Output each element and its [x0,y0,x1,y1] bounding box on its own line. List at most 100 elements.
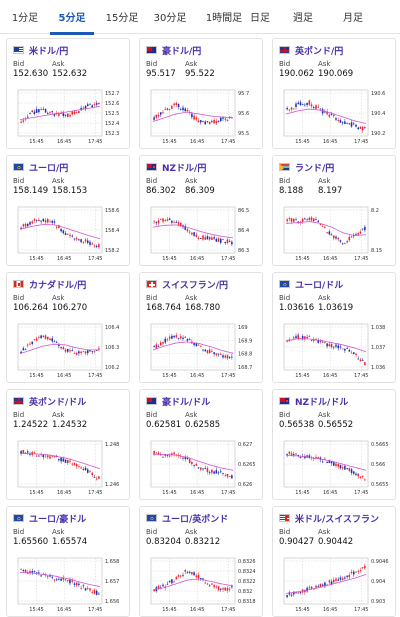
candle-body [157,220,160,224]
x-tick-label: 15:45 [295,139,309,145]
bid-label: Bid [279,60,291,68]
tab-4[interactable]: 1時間足 [196,0,252,34]
bid-value: 0.62581 [146,420,182,430]
rate-card[interactable]: 豪ドル/ドル Bid Ask 0.62581 0.62585 0.627 0.6265 0.6… [139,389,263,500]
mini-chart[interactable]: 0.627 0.6265 0.626 15:45 16:45 17:45 [147,439,259,497]
candle-body [308,455,311,458]
candle-body [162,112,164,114]
y-tick-label: 152.3 [105,131,119,137]
currency-pair-link[interactable]: ユーロ/豪ドル [29,514,87,525]
mini-chart[interactable]: 1.248 1.246 15:45 16:45 17:45 [14,439,126,497]
card-header: ユーロ/円 [13,161,69,174]
candlestick-chart: 0.5665 0.566 0.5655 15:45 16:45 17:45 [283,440,389,496]
rate-card[interactable]: 英ポンド/円 Bid Ask 190.062 190.069 190.6 190.4 190.… [272,38,396,149]
mini-chart[interactable]: 8.2 8.15 15:45 16:45 17:45 [280,205,392,263]
candle-body [93,350,96,352]
tab-1[interactable]: 5分足 [50,0,94,35]
currency-pair-link[interactable]: NZドル/円 [162,163,207,174]
candle-body [171,335,173,339]
y-tick-label: 190.4 [371,111,385,117]
rate-card[interactable]: 英ポンド/ドル Bid Ask 1.24522 1.24532 1.248 1.246 15:… [6,389,130,500]
currency-pair-link[interactable]: 豪ドル/円 [162,46,202,57]
rate-card[interactable]: ランド/円 Bid Ask 8.188 8.197 8.2 8.15 15:45 16:45 17… [272,155,396,266]
ask-value: 158.153 [52,186,88,196]
candle-body [188,571,191,573]
mini-chart[interactable]: 0.5665 0.566 0.5655 15:45 16:45 17:45 [280,439,392,497]
currency-pair-link[interactable]: 米ドル/円 [29,46,69,57]
rate-card[interactable]: 米ドル/円 Bid Ask 152.630 152.632 152.7 152.6 152.5… [6,38,130,149]
rate-card[interactable]: NZドル/円 Bid Ask 86.302 86.309 86.5 86.4 86.3 15:4… [139,155,263,266]
candle-body [95,103,98,105]
candle-body [69,460,71,462]
card-header: 米ドル/円 [13,44,69,57]
currency-flag-icon [13,163,24,171]
tab-6[interactable]: 週足 [280,0,326,34]
currency-pair-link[interactable]: ユーロ/ドル [295,280,344,291]
candle-body [177,338,180,340]
tab-3[interactable]: 30分足 [148,0,192,34]
mini-chart[interactable]: 1.658 1.657 1.656 15:45 16:45 17:45 [14,556,126,614]
mini-chart[interactable]: 95.7 95.6 95.5 15:45 16:45 17:45 [147,88,259,146]
candle-body [297,102,299,104]
ask-value: 0.56552 [318,420,354,430]
moving-average-line [285,455,367,471]
candle-body [299,457,302,458]
currency-pair-link[interactable]: 英ポンド/円 [295,46,344,57]
candle-body [197,237,200,239]
moving-average-line [20,453,101,470]
rate-card[interactable]: ユーロ/英ポンド Bid Ask 0.83204 0.83212 0.8326 0.8324… [139,506,263,617]
rate-card[interactable]: ユーロ/豪ドル Bid Ask 1.65560 1.65574 1.658 1.657 1.6… [6,506,130,617]
mini-chart[interactable]: 106.4 106.3 106.2 15:45 16:45 17:45 [14,322,126,380]
mini-chart[interactable]: 0.8326 0.8324 0.8322 0.832 0.8318 15:45 16:45 1… [147,556,259,614]
currency-pair-link[interactable]: NZドル/ドル [295,397,349,408]
mini-chart[interactable]: 1.038 1.037 1.036 15:45 16:45 17:45 [280,322,392,380]
x-tick-label: 17:45 [88,373,102,379]
candle-body [171,453,173,455]
rate-card[interactable]: 米ドル/スイスフラン Bid Ask 0.90427 0.90442 0.9046 0.90… [272,506,396,617]
mini-chart[interactable]: 86.5 86.4 86.3 15:45 16:45 17:45 [147,205,259,263]
candle-body [91,472,93,476]
rate-card[interactable]: スイスフラン/円 Bid Ask 168.764 168.780 169 168.9 168.… [139,272,263,383]
candle-body [197,344,200,346]
bid-value: 0.83204 [146,537,182,547]
rate-card[interactable]: ユーロ/ドル Bid Ask 1.03616 1.03619 1.038 1.037 1.03… [272,272,396,383]
mini-chart[interactable]: 0.9046 0.904 0.903 15:45 16:45 17:45 [280,556,392,614]
currency-pair-link[interactable]: ユーロ/円 [29,163,69,174]
candle-body [335,344,337,347]
currency-pair-link[interactable]: 豪ドル/ドル [162,397,211,408]
candle-body [337,464,339,467]
tab-0[interactable]: 1分足 [4,0,46,34]
candle-body [213,119,215,124]
currency-pair-link[interactable]: 米ドル/スイスフラン [295,514,380,525]
currency-pair-link[interactable]: ユーロ/英ポンド [162,514,229,525]
candle-body [220,117,222,122]
currency-pair-link[interactable]: スイスフラン/円 [162,280,229,291]
candle-body [75,353,78,355]
mini-chart[interactable]: 152.7 152.6 152.5 152.4 152.3 15:45 16:45 17:45 [14,88,126,146]
candle-body [330,114,333,115]
rate-card[interactable]: ユーロ/円 Bid Ask 158.149 158.153 158.6 158.4 158.2… [6,155,130,266]
candle-body [62,347,65,350]
rate-card[interactable]: 豪ドル/円 Bid Ask 95.517 95.522 95.7 95.6 95.5 15:45… [139,38,263,149]
candle-body [160,112,162,115]
candle-body [82,242,85,243]
candle-body [164,338,166,343]
x-tick-label: 16:45 [190,373,204,379]
tab-2[interactable]: 15分足 [100,0,144,34]
mini-chart[interactable]: 190.6 190.4 190.2 15:45 16:45 17:45 [280,88,392,146]
tab-5[interactable]: 日足 [244,0,276,34]
candle-body [217,238,220,242]
candle-body [295,336,297,339]
mini-chart[interactable]: 169 168.9 168.8 168.7 15:45 16:45 17:45 [147,322,259,380]
currency-pair-link[interactable]: ランド/円 [295,163,335,174]
candle-body [306,455,308,458]
candle-body [337,345,339,349]
candle-body [191,571,193,575]
currency-pair-link[interactable]: カナダドル/円 [29,280,87,291]
rate-card[interactable]: カナダドル/円 Bid Ask 106.264 106.270 106.4 106.3 106… [6,272,130,383]
rate-card[interactable]: NZドル/ドル Bid Ask 0.56538 0.56552 0.5665 0.566 0.… [272,389,396,500]
currency-pair-link[interactable]: 英ポンド/ドル [29,397,87,408]
mini-chart[interactable]: 158.6 158.4 158.2 15:45 16:45 17:45 [14,205,126,263]
candle-body [69,234,71,237]
tab-7[interactable]: 月足 [330,0,376,34]
